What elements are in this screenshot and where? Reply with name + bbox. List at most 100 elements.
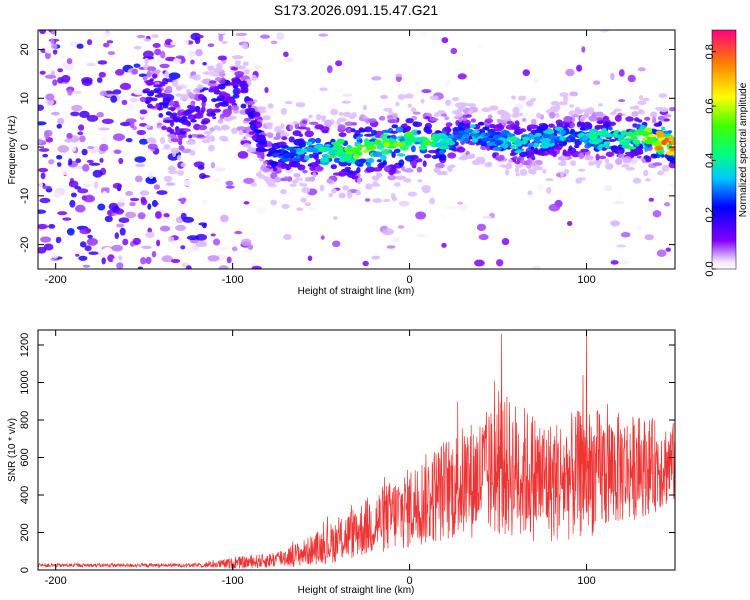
spectrogram-band-blob bbox=[165, 111, 172, 116]
spectrogram-noise-blob bbox=[64, 138, 73, 143]
spectrogram-noise-blob bbox=[118, 255, 123, 261]
spectrogram-band-blob bbox=[309, 165, 316, 171]
spectrogram-noise-blob bbox=[38, 148, 50, 152]
spectrogram-core-blob bbox=[351, 147, 361, 153]
spectrogram-band-blob bbox=[197, 110, 205, 115]
spectrogram-band-blob bbox=[527, 157, 532, 165]
spectrogram-band-blob bbox=[579, 126, 586, 131]
spectrogram-noise-blob bbox=[87, 146, 95, 149]
spectrogram-noise-blob bbox=[59, 167, 71, 176]
spectrogram-band-blob bbox=[214, 103, 221, 108]
spectrogram-noise-blob bbox=[202, 199, 208, 204]
spectrogram-band-blob bbox=[180, 162, 187, 168]
spectrogram-band-blob bbox=[241, 42, 249, 50]
spectrogram-band-blob bbox=[391, 151, 396, 158]
spectrogram-band-blob bbox=[512, 106, 520, 114]
spectrogram-noise-blob bbox=[53, 192, 62, 198]
spectrogram-band-blob bbox=[607, 164, 614, 170]
spectrogram-band-blob bbox=[289, 124, 294, 131]
spectrogram-band-blob bbox=[188, 134, 193, 139]
spectrogram-band-blob bbox=[333, 157, 341, 163]
spectrogram-noise-blob bbox=[194, 36, 201, 45]
spectrogram-band-blob bbox=[563, 168, 570, 175]
spectrogram-core-blob bbox=[392, 142, 402, 147]
spectrogram-band-blob bbox=[658, 93, 668, 98]
spectrogram-noise-blob bbox=[418, 32, 429, 36]
spectrogram-noise-blob bbox=[181, 148, 192, 154]
spectrogram-band-blob bbox=[156, 88, 162, 95]
spectrogram-noise-blob bbox=[415, 233, 428, 238]
spectrogram-band-blob bbox=[625, 116, 634, 122]
spectrogram-band-blob bbox=[638, 95, 644, 100]
spectrogram-noise-blob bbox=[86, 114, 99, 122]
spectrogram-band-blob bbox=[272, 167, 278, 172]
spectrogram-band-blob bbox=[394, 148, 401, 154]
spectrogram-core-blob bbox=[473, 133, 479, 138]
spectrogram-band-blob bbox=[605, 151, 615, 158]
spectrogram-band-blob bbox=[421, 185, 431, 192]
spectrogram-band-blob bbox=[346, 127, 352, 134]
spectrogram-band-blob bbox=[563, 115, 573, 123]
spectrogram-band-blob bbox=[588, 161, 595, 166]
spectrogram-core-blob bbox=[320, 157, 330, 163]
spectrogram-noise-blob bbox=[132, 237, 141, 245]
spectrogram-core-blob bbox=[667, 136, 674, 140]
spectrogram-band-blob bbox=[624, 151, 634, 155]
spectrogram-band-blob bbox=[637, 119, 643, 123]
spectrogram-band-blob bbox=[304, 202, 312, 207]
spectrogram-core-blob bbox=[258, 140, 267, 146]
spectrogram-noise-blob bbox=[81, 148, 88, 156]
spectrogram-noise-blob bbox=[59, 55, 69, 59]
spectrogram-band-blob bbox=[658, 107, 669, 113]
spectrogram-noise-blob bbox=[51, 111, 60, 116]
spectrogram-noise-blob bbox=[160, 216, 170, 222]
spectrogram-noise-blob bbox=[199, 173, 207, 180]
colorbar-tick-label: 0.2 bbox=[704, 207, 716, 222]
spectrogram-band-blob bbox=[149, 105, 156, 109]
spectrogram-band-blob bbox=[642, 97, 650, 102]
spectrogram-noise-blob bbox=[457, 73, 467, 80]
spectrogram-band-blob bbox=[286, 165, 291, 170]
spectrogram-noise-blob bbox=[175, 203, 187, 208]
spectrogram-band-blob bbox=[249, 112, 255, 119]
spectrogram-noise-blob bbox=[56, 123, 62, 129]
spectrogram-band-blob bbox=[156, 124, 162, 129]
spectrogram-band-blob bbox=[621, 164, 630, 168]
spectrogram-noise-blob bbox=[444, 80, 452, 85]
spectrogram-noise-blob bbox=[115, 69, 125, 76]
spectrogram-noise-blob bbox=[166, 182, 176, 186]
spectrogram-band-blob bbox=[351, 122, 358, 126]
spectrogram-noise-blob bbox=[195, 242, 208, 247]
spectrogram-band-blob bbox=[403, 123, 408, 128]
spectrogram-band-blob bbox=[228, 115, 237, 120]
spectrogram-band-blob bbox=[274, 125, 282, 133]
spectrogram-band-blob bbox=[347, 170, 354, 174]
spectrogram-noise-blob bbox=[610, 72, 615, 81]
spectrogram-band-blob bbox=[518, 128, 527, 133]
spectrogram-band-blob bbox=[643, 169, 649, 177]
spectrogram-band-blob bbox=[315, 137, 322, 144]
spectrogram-band-blob bbox=[314, 165, 324, 172]
spectrogram-noise-blob bbox=[307, 207, 317, 211]
spectrogram-band-blob bbox=[190, 133, 198, 138]
spectrogram-noise-blob bbox=[156, 239, 161, 247]
spectrogram-noise-blob bbox=[198, 222, 208, 226]
spectrogram-band-blob bbox=[575, 177, 582, 184]
spectrogram-noise-blob bbox=[398, 200, 410, 207]
spectrogram-band-blob bbox=[267, 184, 277, 188]
spectrogram-noise-blob bbox=[98, 127, 110, 131]
spectrogram-noise-blob bbox=[129, 121, 135, 129]
spectrogram-core-blob bbox=[272, 152, 278, 158]
spectrogram-noise-blob bbox=[86, 159, 94, 164]
spectrogram-band-blob bbox=[583, 121, 592, 128]
spectrogram-noise-blob bbox=[183, 179, 193, 187]
spectrogram-band-blob bbox=[364, 126, 373, 133]
spectrogram-band-blob bbox=[165, 85, 173, 93]
spectrogram-core-blob bbox=[539, 144, 550, 149]
spectrogram-band-blob bbox=[563, 95, 568, 103]
spectrogram-noise-blob bbox=[59, 241, 65, 245]
spectrogram-noise-blob bbox=[102, 191, 108, 197]
spectrogram-band-blob bbox=[248, 131, 255, 135]
spectrogram-noise-blob bbox=[218, 247, 229, 251]
spectrogram-band-blob bbox=[169, 119, 175, 127]
